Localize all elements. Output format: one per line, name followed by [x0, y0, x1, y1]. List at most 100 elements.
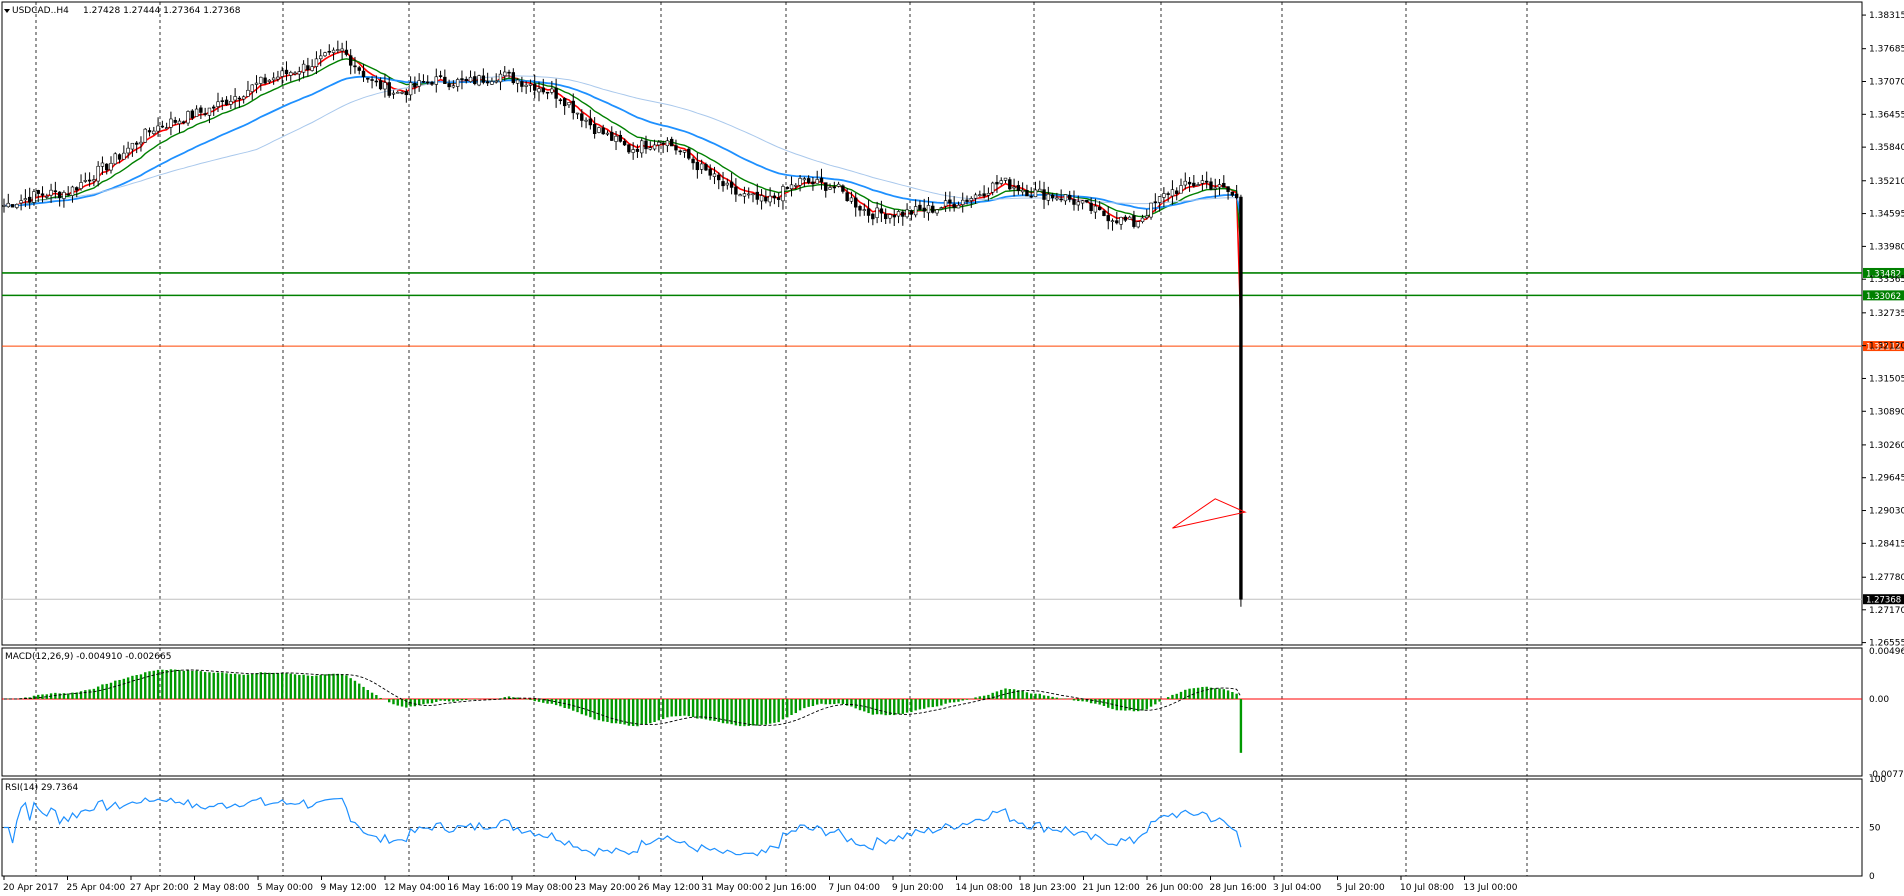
candle-body-14 [62, 192, 66, 199]
candle-body-82 [353, 65, 357, 68]
candle-body-75 [323, 52, 327, 57]
price-tick-label-1: 1.37685 [1869, 45, 1904, 55]
candle-body-28 [122, 152, 126, 160]
candle-body-235 [1008, 179, 1012, 190]
ma-line-0 [3, 50, 1242, 329]
candle-body-27 [117, 154, 122, 160]
candle-body-170 [729, 181, 734, 188]
candle-body-287 [1230, 191, 1235, 196]
candle-body-17 [75, 187, 79, 191]
candle-body-74 [319, 55, 323, 60]
candle-body-119 [511, 72, 516, 84]
candle-body-87 [374, 80, 379, 83]
candle-body-37 [160, 125, 165, 128]
candle-body-247 [1059, 198, 1063, 201]
candle-body-225 [965, 199, 969, 202]
candle-body-213 [913, 206, 918, 216]
candle-body-266 [1140, 217, 1145, 223]
candle-body-245 [1050, 194, 1055, 199]
candle-body-50 [216, 101, 220, 107]
candle-body-241 [1033, 189, 1038, 198]
rsi-line [4, 796, 1242, 857]
moving-averages [3, 50, 1242, 329]
candle-body-227 [973, 194, 978, 199]
candle-body-24 [105, 163, 109, 171]
candle-body-177 [759, 195, 764, 202]
candle-body-222 [952, 203, 956, 208]
time-label-16: 18 Jun 23:00 [1019, 883, 1076, 893]
candle-body-137 [588, 118, 593, 126]
candle-body-25 [109, 162, 113, 171]
candle-body-46 [199, 107, 203, 113]
candle-body-79 [340, 48, 344, 52]
candle-body-244 [1046, 193, 1051, 201]
level-tag-2 [1863, 341, 1904, 352]
candle-body-161 [691, 158, 695, 164]
level-label-2: 1.32112 [1866, 343, 1901, 353]
candle-body-141 [605, 132, 610, 135]
price-tick-label-19: 1.26555 [1869, 639, 1904, 649]
candle-body-211 [905, 209, 909, 218]
time-label-18: 26 Jun 00:00 [1146, 883, 1203, 893]
price-tick-label-2: 1.37070 [1869, 78, 1904, 88]
candle-body-272 [1166, 193, 1170, 195]
candle-body-95 [408, 82, 413, 96]
candle-body-202 [866, 208, 871, 216]
chevron-down-icon[interactable] [4, 9, 10, 13]
candle-body-86 [370, 79, 374, 81]
panel-border-0 [1, 1, 1863, 646]
candle-body-212 [909, 210, 914, 215]
time-label-10: 26 May 12:00 [638, 883, 700, 893]
candle-body-149 [640, 140, 644, 154]
candle-body-29 [126, 147, 130, 154]
candle-body-242 [1038, 188, 1042, 192]
triangle-shape [1172, 498, 1247, 529]
candle-body-81 [348, 55, 353, 66]
candle-body-289 [1239, 196, 1243, 600]
candle-body-199 [854, 197, 858, 208]
candle-body-68 [293, 72, 297, 75]
candle-body-144 [618, 134, 623, 142]
price-tick-label-17: 1.27780 [1869, 573, 1904, 583]
candle-body-93 [400, 91, 404, 94]
candle-body-15 [66, 193, 70, 196]
candle-body-204 [875, 207, 879, 218]
candle-body-139 [597, 127, 601, 133]
candle-body-96 [413, 82, 417, 88]
candle-body-42 [182, 121, 186, 124]
candle-body-130 [558, 99, 563, 102]
candle-body-250 [1072, 199, 1076, 205]
candle-body-156 [669, 138, 674, 147]
time-label-8: 19 May 08:00 [511, 883, 573, 893]
candle-body-243 [1042, 189, 1046, 200]
grid-lines [35, 2, 1528, 876]
candle-body-40 [173, 119, 177, 123]
candle-body-73 [314, 58, 319, 67]
candle-body-283 [1213, 187, 1217, 190]
candle-body-265 [1136, 221, 1140, 228]
candle-body-257 [1102, 210, 1106, 216]
candle-body-160 [687, 148, 691, 159]
rsi-panel: 100 50 0 [2, 775, 1886, 882]
candle-body-163 [699, 163, 704, 170]
candle-body-77 [331, 49, 336, 53]
price-tick-label-9: 1.32735 [1869, 309, 1904, 319]
horizontal-levels[interactable]: 1.33482 1.33062 1.32112 1.27368 [2, 267, 1904, 606]
candle-body-171 [734, 186, 738, 195]
candle-body-62 [267, 79, 272, 82]
candle-body-258 [1106, 215, 1110, 222]
candle-body-47 [203, 113, 207, 115]
candle-body-16 [70, 186, 75, 196]
current-price-tag [1863, 594, 1904, 605]
candle-body-18 [79, 182, 83, 189]
candle-body-126 [541, 87, 545, 93]
candle-body-124 [533, 83, 537, 91]
candle-body-226 [969, 198, 973, 201]
rsi-tick-label-1: 50 [1869, 824, 1881, 834]
rsi-tick-label-0: 100 [1869, 775, 1886, 785]
triangle-pattern[interactable] [1172, 498, 1247, 529]
candle-body-216 [926, 205, 931, 214]
current-price-label: 1.27368 [1866, 596, 1901, 606]
candle-body-150 [644, 140, 648, 150]
